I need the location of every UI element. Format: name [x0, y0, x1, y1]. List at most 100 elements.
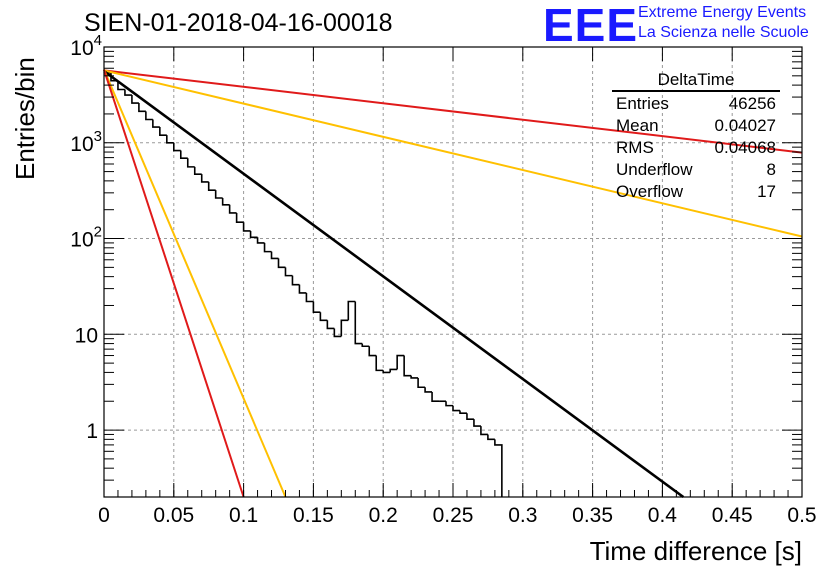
stats-row-mean: Mean 0.04027 [616, 116, 776, 137]
histogram-bin [466, 413, 474, 420]
histogram-bin [207, 181, 216, 191]
histogram-bin [242, 222, 251, 232]
stats-value: 46256 [728, 94, 776, 113]
stats-row-rms: RMS 0.04068 [616, 138, 776, 159]
histogram-bin [152, 119, 160, 128]
histogram-bin [382, 370, 391, 374]
histogram-bin [179, 150, 188, 159]
fit-line [103, 69, 287, 498]
histogram-bin [256, 237, 265, 244]
histogram-bin [117, 80, 125, 91]
stats-label: Entries [616, 94, 669, 113]
x-tick-label: 0.3 [508, 504, 537, 527]
stats-value: 8 [766, 160, 776, 179]
histogram-bin [312, 301, 321, 314]
histogram-bin [291, 275, 300, 286]
x-tick-label: 0.35 [572, 504, 613, 527]
stats-box: DeltaTime Entries 46256 Mean 0.04027 RMS… [612, 70, 780, 206]
x-tick-label: 0.05 [153, 504, 194, 527]
histogram-bin [487, 434, 495, 441]
logo-mark: EEE [543, 0, 639, 51]
histogram-bin [494, 439, 503, 497]
logo-line-2: La Scienza nelle Scuole [638, 24, 809, 41]
histogram-bin [368, 346, 377, 357]
histogram-bin [124, 89, 132, 96]
fit-line [103, 69, 803, 238]
stats-label: Mean [616, 116, 659, 135]
stats-label: Underflow [616, 160, 693, 179]
axes [103, 46, 803, 498]
stats-label: RMS [616, 138, 654, 157]
histogram-bin [193, 166, 202, 175]
x-tick-label: 0.2 [369, 504, 398, 527]
fit-line [103, 70, 685, 499]
x-axis-label: Time difference [s] [590, 536, 802, 566]
histogram-bin [326, 320, 335, 330]
histogram-bin [375, 355, 384, 372]
histogram-bars [104, 71, 503, 497]
histogram-bin [145, 111, 153, 121]
fit-lines [103, 69, 803, 499]
histogram-bin [319, 312, 328, 322]
stats-label: Overflow [616, 182, 684, 201]
y-tick-label: 102 [70, 224, 102, 252]
y-tick-label: 103 [70, 128, 102, 156]
stats-row-underflow: Underflow 8 [616, 160, 776, 181]
histogram-bin [480, 426, 488, 436]
histogram-bin [138, 103, 146, 113]
stats-title: DeltaTime [657, 70, 735, 89]
histogram-bin [452, 405, 460, 412]
x-tick-label: 0.15 [293, 504, 334, 527]
stats-row-overflow: Overflow 17 [616, 182, 776, 203]
histogram-bin [361, 343, 370, 348]
histogram-bin [270, 251, 279, 260]
histogram-bin [131, 95, 139, 104]
histogram-bin [263, 242, 272, 253]
histogram-bin [431, 391, 440, 403]
histogram-bin [473, 419, 481, 427]
histogram-bin [200, 174, 209, 183]
histogram-bin [159, 127, 167, 136]
histogram-bin [354, 301, 363, 345]
fit-line [103, 69, 803, 154]
y-tick-label: 1 [86, 420, 98, 443]
histogram-bin [333, 328, 342, 338]
histogram-bin [173, 142, 181, 152]
x-tick-label: 0.1 [229, 504, 258, 527]
histogram-bin [235, 212, 244, 224]
y-axis-label: Entries/bin [10, 57, 40, 180]
tick-labels: 0 0.05 0.1 0.15 0.2 0.25 0.3 0.35 0.4 0.45 0.5 1 10 1… [70, 32, 816, 527]
histogram-bin [228, 204, 237, 214]
histogram-bin [403, 355, 412, 377]
fit-line [103, 69, 245, 498]
x-tick-label: 0.45 [712, 504, 753, 527]
chart-title: SIEN-01-2018-04-16-00018 [84, 9, 393, 37]
histogram-bin [214, 190, 223, 199]
plot-frame [103, 46, 803, 498]
histogram-bin [417, 377, 426, 389]
logo-line-1: Extreme Energy Events [638, 4, 807, 21]
histogram-bin [347, 300, 356, 321]
histogram-bin [221, 197, 230, 206]
histogram-bin [305, 292, 314, 303]
histogram-bin [410, 375, 419, 379]
histogram-bin [249, 230, 258, 239]
histogram-bin [340, 319, 349, 337]
histogram-bin [396, 354, 405, 370]
stats-value: 0.04068 [714, 138, 776, 157]
histogram-bin [424, 387, 433, 393]
x-tick-label: 0.5 [787, 504, 816, 527]
histogram-bin [277, 258, 286, 269]
histogram-bin [389, 368, 398, 373]
x-tick-label: 0.4 [648, 504, 678, 527]
histogram-bin [166, 135, 174, 144]
stats-value: 0.04027 [714, 116, 776, 135]
stats-value: 17 [757, 182, 776, 201]
y-tick-label: 10 [75, 324, 98, 347]
histogram-bin [186, 158, 195, 168]
histogram-bin [298, 284, 307, 294]
y-tick-label: 104 [70, 32, 102, 60]
histogram-bin [284, 267, 293, 277]
stats-row-entries: Entries 46256 [616, 94, 776, 115]
